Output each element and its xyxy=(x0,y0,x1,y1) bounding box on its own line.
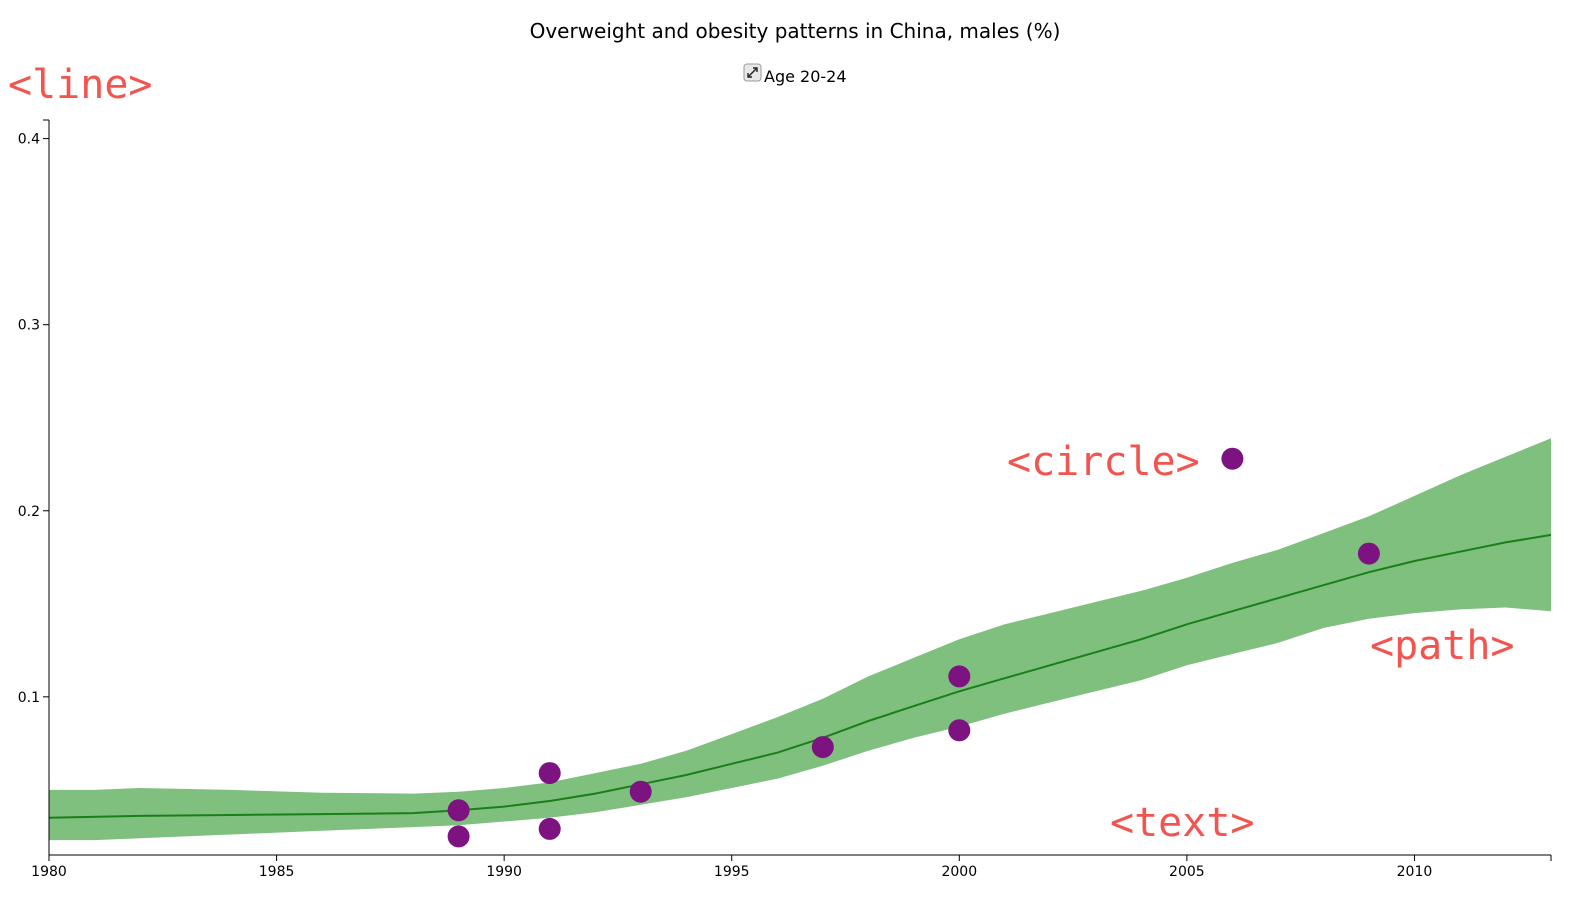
data-point xyxy=(447,799,470,822)
chart-title: Overweight and obesity patterns in China… xyxy=(530,19,1061,43)
y-tick-label: 0.4 xyxy=(18,132,40,148)
y-tick-label: 0.1 xyxy=(18,690,40,706)
data-point xyxy=(1221,447,1244,470)
expand-arrows-icon[interactable] xyxy=(743,63,762,82)
annotation-line-tag: <line> xyxy=(8,62,153,108)
x-tick-label: 1985 xyxy=(259,864,295,880)
x-tick-label: 2000 xyxy=(941,864,977,880)
annotation-text-tag: <text> xyxy=(1110,800,1255,846)
x-tick-label: 1980 xyxy=(31,864,67,880)
axes: 1980 1985 1990 1995 2000 2005 2010 0.1 0.2 0.3 0.4 xyxy=(18,119,1552,880)
confidence-band xyxy=(49,438,1551,841)
x-tick-label: 1990 xyxy=(486,864,522,880)
data-point xyxy=(948,665,971,688)
data-point xyxy=(538,762,561,785)
confidence-band-layer xyxy=(49,438,1551,841)
data-point xyxy=(948,719,971,742)
data-point xyxy=(1357,542,1380,565)
x-tick-label: 2010 xyxy=(1397,864,1433,880)
data-point xyxy=(447,825,470,848)
data-points-layer xyxy=(447,447,1380,848)
data-point xyxy=(538,817,561,840)
legend-label: Age 20-24 xyxy=(764,67,847,86)
data-point xyxy=(811,736,834,759)
x-tick-label: 2005 xyxy=(1169,864,1205,880)
y-tick-label: 0.2 xyxy=(18,504,40,520)
annotation-path-tag: <path> xyxy=(1370,623,1515,669)
y-tick-label: 0.3 xyxy=(18,318,40,334)
annotation-circle-tag: <circle> xyxy=(1007,439,1200,485)
x-tick-label: 1995 xyxy=(714,864,750,880)
data-point xyxy=(629,780,652,803)
legend[interactable]: Age 20-24 xyxy=(743,63,847,86)
